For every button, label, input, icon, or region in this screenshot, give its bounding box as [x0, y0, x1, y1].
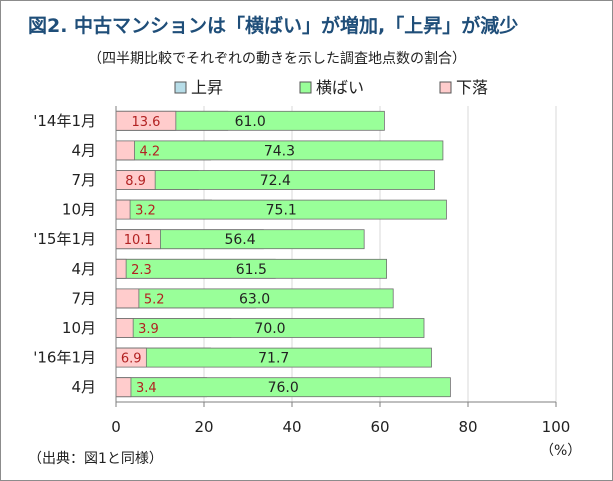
data-label-2-8: 6.9 — [121, 352, 142, 367]
data-label-2-2: 8.9 — [125, 174, 146, 189]
x-tick-label-3: 60 — [370, 418, 389, 436]
data-label-2-0: 13.6 — [131, 115, 160, 130]
data-label-2-6: 5.2 — [144, 292, 165, 307]
category-label-0: '14年1月 — [33, 112, 96, 130]
data-label-1-7: 70.0 — [254, 321, 285, 337]
category-label-8: '16年1月 — [33, 349, 96, 367]
legend-label-1: 横ばい — [316, 78, 364, 97]
data-label-1-3: 75.1 — [266, 203, 297, 219]
data-label-2-9: 3.4 — [136, 381, 157, 396]
data-label-1-1: 74.3 — [264, 143, 295, 159]
source-note: （出典：図1と同様） — [28, 451, 163, 467]
data-label-2-7: 3.9 — [138, 322, 159, 337]
category-label-4: '15年1月 — [33, 230, 96, 248]
axes: 0 20 40 60 80 100 — [111, 106, 570, 436]
category-label-1: 4月 — [71, 141, 96, 159]
bar-2-1 — [115, 140, 135, 161]
x-tick-label-4: 80 — [458, 418, 477, 436]
bar-2-5 — [115, 258, 127, 279]
x-tick-label-1: 20 — [194, 418, 213, 436]
category-label-9: 4月 — [71, 378, 96, 396]
legend-swatch-2 — [439, 81, 452, 94]
data-label-1-0: 61.0 — [235, 114, 266, 130]
category-label-5: 4月 — [71, 260, 96, 278]
x-tick-label-5: 100 — [542, 418, 571, 436]
x-axis-unit: （%） — [540, 443, 581, 459]
bar-2-6 — [115, 288, 140, 309]
data-label-1-4: 56.4 — [224, 232, 255, 248]
data-label-1-8: 71.7 — [258, 351, 289, 367]
legend-swatch-1 — [299, 81, 312, 94]
category-label-7: 10月 — [62, 319, 96, 337]
bar-2-3 — [115, 199, 131, 220]
category-label-6: 7月 — [71, 289, 96, 307]
legend: 上昇 横ばい 下落 — [174, 78, 488, 97]
chart-subtitle: （四半期比較でそれぞれの動きを示した調査地点数の割合） — [88, 50, 466, 67]
data-label-1-5: 61.5 — [236, 262, 267, 278]
category-label-3: 10月 — [62, 201, 96, 219]
chart-title: 図2. 中古マンションは「横ばい」が増加,「上昇」が減少 — [28, 14, 518, 37]
legend-label-0: 上昇 — [191, 78, 223, 97]
data-label-1-9: 76.0 — [268, 380, 299, 396]
data-label-2-1: 4.2 — [139, 144, 160, 159]
bars: 25.461.013.6'14年1月21.574.34.24月18.772.48… — [33, 110, 451, 398]
x-tick-label-0: 0 — [111, 418, 121, 436]
data-label-1-6: 63.0 — [239, 291, 270, 307]
data-label-2-3: 3.2 — [135, 204, 156, 219]
data-label-1-2: 72.4 — [260, 173, 291, 189]
legend-label-2: 下落 — [456, 78, 488, 97]
x-tick-label-2: 40 — [282, 418, 301, 436]
bar-2-9 — [115, 377, 132, 398]
legend-swatch-0 — [174, 81, 187, 94]
bar-2-7 — [115, 318, 134, 338]
category-label-2: 7月 — [71, 171, 96, 189]
data-label-2-5: 2.3 — [131, 263, 152, 278]
data-label-2-4: 10.1 — [124, 233, 153, 248]
